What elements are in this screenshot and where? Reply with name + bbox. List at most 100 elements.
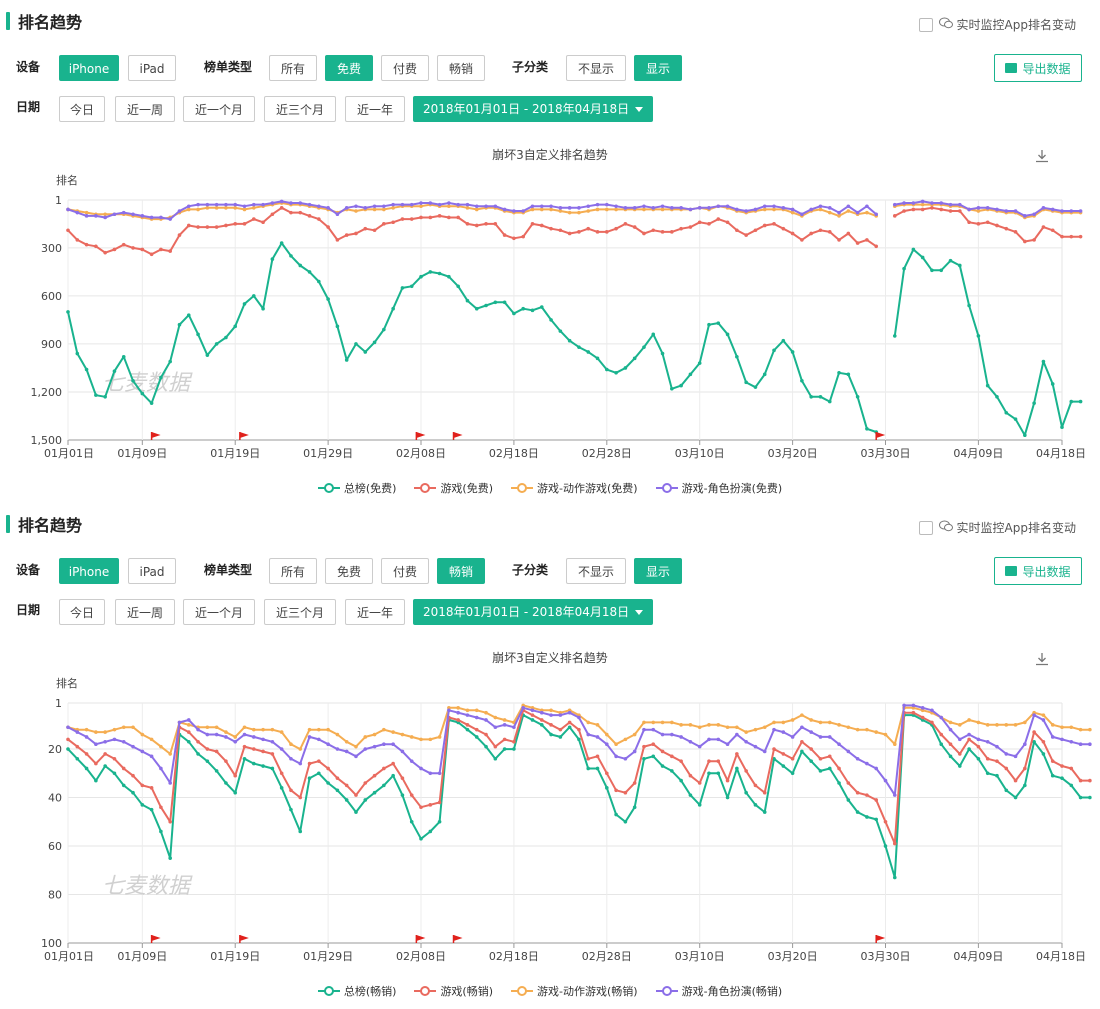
realtime-monitor-toggle[interactable]: 实时监控App排名变动 <box>918 519 1076 536</box>
data-point <box>382 222 386 226</box>
data-point <box>707 206 711 210</box>
list-type-grossing-button[interactable]: 畅销 <box>437 558 485 584</box>
flag-banner <box>416 935 426 941</box>
data-point <box>196 207 200 212</box>
data-point <box>530 207 535 212</box>
legend-item-game[interactable]: 游戏(畅销) <box>414 983 493 999</box>
export-data-button[interactable]: 导出数据 <box>994 54 1082 82</box>
data-point <box>326 742 330 747</box>
data-point <box>567 720 572 725</box>
date-month-button[interactable]: 近一个月 <box>183 599 255 625</box>
list-type-grossing-button[interactable]: 畅销 <box>437 55 485 81</box>
download-icon[interactable] <box>1034 651 1050 667</box>
data-point <box>660 732 665 737</box>
data-point <box>465 727 470 732</box>
list-type-all-button[interactable]: 所有 <box>269 558 317 584</box>
date-3months-button[interactable]: 近三个月 <box>264 599 336 625</box>
legend-item-total[interactable]: 总榜(免费) <box>317 480 396 496</box>
legend-item-rpg[interactable]: 游戏-角色扮演(免费) <box>655 480 782 496</box>
data-point <box>279 199 284 204</box>
date-today-button[interactable]: 今日 <box>59 96 105 122</box>
legend-item-action[interactable]: 游戏-动作游戏(畅销) <box>511 983 638 999</box>
data-point <box>214 732 219 737</box>
legend-item-action[interactable]: 游戏-动作游戏(免费) <box>511 480 638 496</box>
subcat-show-button[interactable]: 显示 <box>634 55 682 81</box>
data-point <box>549 226 553 231</box>
data-point <box>140 214 145 218</box>
x-tick-label: 02月08日 <box>396 447 446 460</box>
data-point <box>140 803 145 807</box>
list-type-paid-button[interactable]: 付费 <box>381 55 429 81</box>
legend-item-game[interactable]: 游戏(免费) <box>414 480 493 496</box>
data-point <box>1041 206 1046 210</box>
subcat-hide-button[interactable]: 不显示 <box>566 558 626 584</box>
data-point <box>1069 725 1074 730</box>
data-point <box>298 263 303 268</box>
y-tick-label: 900 <box>41 338 62 351</box>
series-0 <box>66 713 1092 880</box>
data-point <box>75 238 80 242</box>
data-point <box>205 206 210 210</box>
device-ipad-button[interactable]: iPad <box>128 55 176 81</box>
date-week-button[interactable]: 近一周 <box>115 599 175 625</box>
device-iphone-button[interactable]: iPhone <box>59 558 119 584</box>
caret-down-icon <box>635 107 644 112</box>
date-week-button[interactable]: 近一周 <box>115 96 175 122</box>
data-point <box>484 222 488 226</box>
data-point <box>632 781 637 785</box>
data-point <box>1050 759 1055 763</box>
data-point <box>772 222 776 226</box>
date-label: 日期 <box>16 100 41 114</box>
device-ipad-button[interactable]: iPad <box>128 558 176 584</box>
date-today-button[interactable]: 今日 <box>59 599 105 625</box>
date-year-button[interactable]: 近一年 <box>345 599 405 625</box>
monitor-checkbox[interactable] <box>918 520 933 535</box>
data-point <box>94 730 98 734</box>
data-point <box>976 209 981 213</box>
data-point <box>670 386 674 391</box>
date-range-picker[interactable]: 2018年01月01日 - 2018年04月18日 <box>413 96 654 122</box>
legend-item-total[interactable]: 总榜(畅销) <box>317 983 396 999</box>
rank-trend-panel-grossing: 排名趋势 实时监控App排名变动 设备 iPhone iPad 榜单类型 所有 … <box>0 503 1100 1007</box>
data-point <box>753 727 758 732</box>
date-range-picker[interactable]: 2018年01月01日 - 2018年04月18日 <box>413 599 654 625</box>
data-point <box>1078 778 1083 783</box>
data-point <box>391 202 395 207</box>
export-data-button[interactable]: 导出数据 <box>994 557 1082 585</box>
data-point <box>112 212 117 217</box>
device-iphone-button[interactable]: iPhone <box>59 55 119 81</box>
data-point <box>326 225 330 229</box>
legend-item-rpg[interactable]: 游戏-角色扮演(畅销) <box>655 983 782 999</box>
data-point <box>567 206 572 210</box>
list-type-free-button[interactable]: 免费 <box>325 55 373 81</box>
list-type-paid-button[interactable]: 付费 <box>381 558 429 584</box>
data-point <box>995 394 999 399</box>
data-point <box>707 771 711 776</box>
download-icon[interactable] <box>1034 148 1050 164</box>
monitor-checkbox[interactable] <box>918 17 933 32</box>
date-month-button[interactable]: 近一个月 <box>183 96 255 122</box>
data-point <box>493 725 498 730</box>
data-point <box>84 242 89 247</box>
data-point <box>855 727 860 732</box>
data-point <box>577 727 581 732</box>
data-point <box>790 350 795 354</box>
data-point <box>642 727 646 732</box>
subcat-show-button[interactable]: 显示 <box>634 558 682 584</box>
subcat-hide-button[interactable]: 不显示 <box>566 55 626 81</box>
data-point <box>744 233 748 237</box>
realtime-monitor-toggle[interactable]: 实时监控App排名变动 <box>918 16 1076 33</box>
data-point <box>781 730 786 734</box>
x-tick-label: 01月29日 <box>303 950 353 963</box>
series-3 <box>66 199 1083 221</box>
data-point <box>159 805 163 810</box>
data-point <box>809 231 813 236</box>
data-point <box>1078 234 1083 239</box>
data-point <box>196 752 200 756</box>
data-point <box>827 754 832 759</box>
date-year-button[interactable]: 近一年 <box>345 96 405 122</box>
list-type-free-button[interactable]: 免费 <box>325 558 373 584</box>
data-point <box>131 378 135 383</box>
date-3months-button[interactable]: 近三个月 <box>264 96 336 122</box>
list-type-all-button[interactable]: 所有 <box>269 55 317 81</box>
